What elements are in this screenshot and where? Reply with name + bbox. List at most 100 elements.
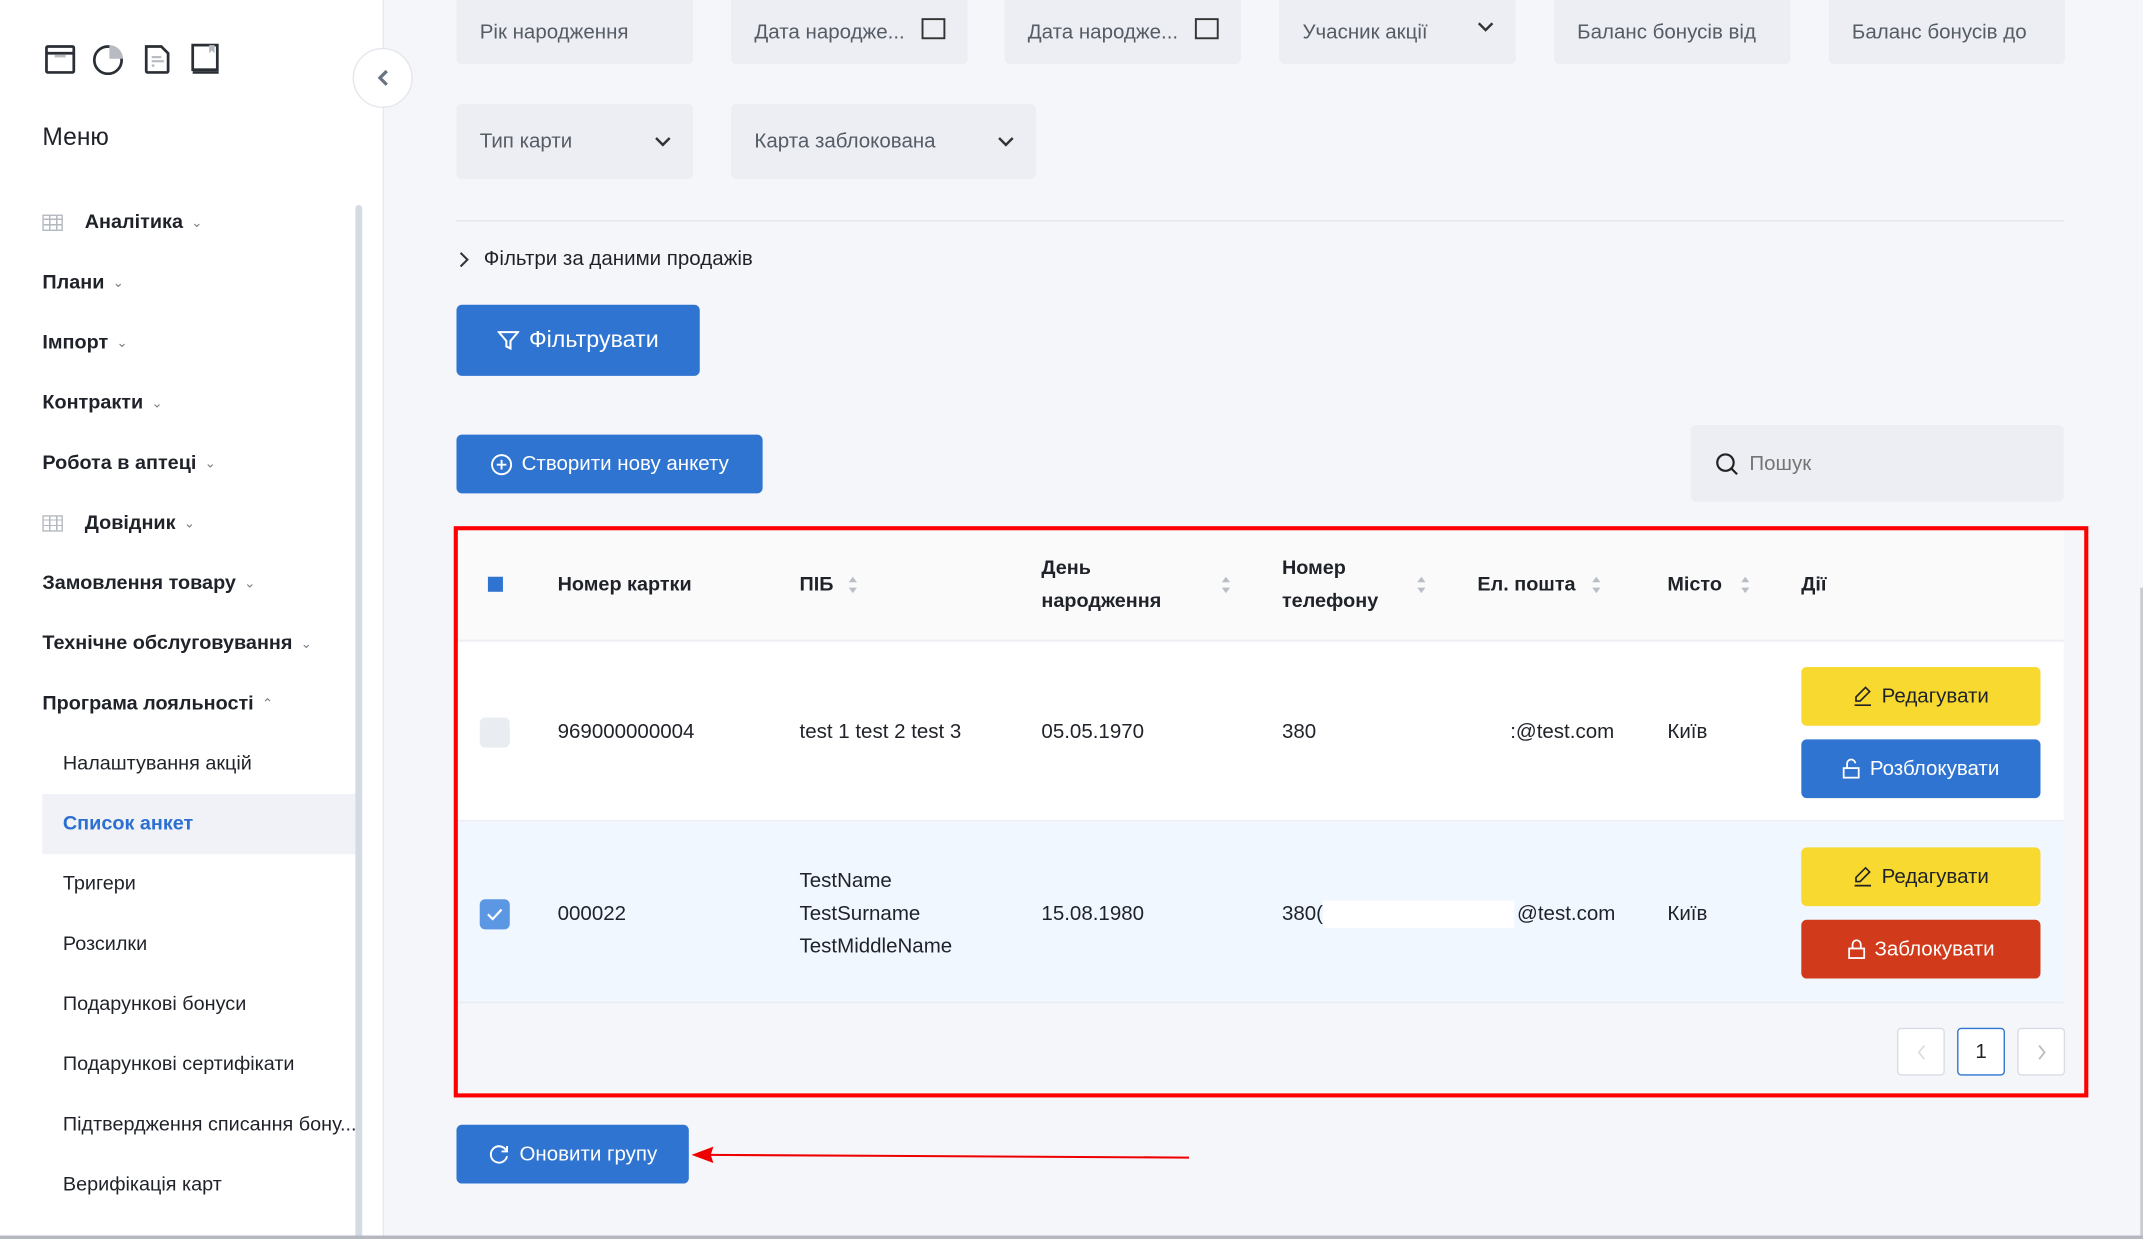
table-header bbox=[456, 528, 2064, 641]
archive-box-icon[interactable] bbox=[44, 42, 77, 75]
sort-icon[interactable] bbox=[1740, 575, 1751, 594]
pagination-page-1[interactable]: 1 bbox=[1957, 1027, 2005, 1076]
chevron-left-icon bbox=[377, 69, 388, 86]
edit-button[interactable]: Редагувати bbox=[1801, 847, 2041, 907]
document-icon[interactable] bbox=[141, 42, 174, 75]
column-header[interactable]: День bbox=[1041, 557, 1091, 580]
unlock-icon bbox=[1842, 758, 1860, 779]
row-checkbox[interactable] bbox=[479, 899, 510, 930]
edit-button[interactable]: Редагувати bbox=[1801, 666, 2041, 726]
filter-button[interactable]: Фільтрувати bbox=[456, 304, 700, 376]
filter-field-label: Дата народже... bbox=[754, 20, 905, 44]
calendar-icon bbox=[1194, 18, 1219, 40]
filter-field[interactable]: Учасник акції bbox=[1279, 0, 1516, 65]
sidebar-subitem[interactable]: Підтвердження списання бону... bbox=[62, 1113, 357, 1136]
column-header[interactable]: Дії bbox=[1801, 574, 1827, 596]
sidebar-item[interactable]: Імпорт ⌄ bbox=[42, 328, 127, 358]
table-row bbox=[456, 642, 2064, 822]
sidebar-item-label: Імпорт bbox=[42, 332, 109, 354]
select-all-checkbox-indeterminate[interactable] bbox=[487, 576, 503, 592]
filter-field[interactable]: Дата народже... bbox=[731, 0, 968, 65]
row-checkbox[interactable] bbox=[479, 717, 510, 748]
sidebar-item-label: Плани bbox=[42, 271, 105, 294]
filter-field[interactable]: Баланс бонусів до bbox=[1828, 0, 2066, 65]
sort-icon[interactable] bbox=[1220, 575, 1231, 594]
block-button[interactable]: Заблокувати bbox=[1801, 919, 2041, 979]
filter-field[interactable]: Дата народже... bbox=[1004, 0, 1241, 65]
table-row-selected bbox=[456, 822, 2064, 1004]
sidebar-subitem[interactable]: Розсилки bbox=[62, 933, 148, 956]
filter-select[interactable]: Тип карти bbox=[456, 103, 693, 180]
sales-filters-label: Фільтри за даними продажів bbox=[483, 247, 753, 271]
chevron-down-icon bbox=[1477, 22, 1494, 32]
sidebar-subitem[interactable]: Подарункові сертифікати bbox=[62, 1053, 295, 1076]
filter-field[interactable]: Баланс бонусів від bbox=[1553, 0, 1791, 65]
sidebar-item[interactable]: Замовлення товару ⌄ bbox=[42, 569, 255, 599]
chevron-down-icon: ⌄ bbox=[300, 636, 313, 652]
sidebar-item[interactable]: Контракти ⌄ bbox=[42, 388, 162, 418]
annotation-arrow bbox=[691, 1146, 1190, 1164]
create-new-form-button[interactable]: Створити нову анкету bbox=[456, 434, 763, 494]
sidebar-item[interactable]: Плани ⌄ bbox=[42, 268, 124, 298]
page-scrollbar[interactable] bbox=[2140, 587, 2143, 1236]
sidebar-subitem[interactable]: Верифікація карт bbox=[62, 1173, 222, 1196]
collapse-sidebar-button[interactable] bbox=[352, 47, 413, 108]
create-button-label: Створити нову анкету bbox=[521, 452, 729, 476]
sidebar-item[interactable]: Довідник ⌄ bbox=[85, 508, 195, 538]
calendar-icon bbox=[921, 18, 946, 40]
column-header[interactable]: ПІБ bbox=[799, 574, 834, 596]
column-header[interactable]: Номер картки bbox=[557, 574, 692, 596]
sidebar-item[interactable]: Аналітика ⌄ bbox=[85, 208, 203, 238]
chevron-left-icon bbox=[1917, 1044, 1925, 1060]
column-header[interactable]: Ел. пошта bbox=[1477, 574, 1576, 596]
sidebar-item[interactable]: Програма лояльності ⌃ bbox=[42, 689, 273, 719]
filter-field-label: Учасник акції bbox=[1302, 20, 1428, 44]
city: Київ bbox=[1667, 720, 1708, 744]
column-header[interactable]: телефону bbox=[1281, 590, 1379, 613]
chevron-down-icon: ⌄ bbox=[183, 516, 196, 532]
sidebar-subitem[interactable]: Налаштування акцій bbox=[62, 753, 252, 775]
sort-icon[interactable] bbox=[1416, 575, 1427, 594]
birth-date: 15.08.1980 bbox=[1041, 902, 1145, 926]
unblock-button[interactable]: Розблокувати bbox=[1801, 739, 2041, 799]
chevron-right-icon bbox=[2037, 1044, 2046, 1060]
card-number: 969000000004 bbox=[557, 720, 695, 744]
email: :@test.com bbox=[1510, 720, 1615, 744]
bookmark-book-icon[interactable] bbox=[189, 42, 222, 75]
sidebar-subitem[interactable]: Список анкет bbox=[62, 813, 194, 836]
sales-filters-toggle[interactable]: Фільтри за даними продажів bbox=[456, 247, 753, 271]
search-icon bbox=[1716, 452, 1738, 475]
column-header[interactable]: Номер bbox=[1281, 557, 1346, 580]
sidebar-item[interactable]: Робота в аптеці ⌄ bbox=[42, 448, 216, 478]
sidebar-item-label: Технічне обслуговування bbox=[42, 632, 293, 655]
pencil-icon bbox=[1854, 866, 1871, 887]
update-group-button[interactable]: Оновити групу bbox=[456, 1124, 689, 1184]
pagination-next-button[interactable] bbox=[2017, 1027, 2066, 1076]
column-header[interactable]: Місто bbox=[1667, 574, 1722, 596]
pagination-prev-button[interactable] bbox=[1896, 1027, 1945, 1076]
sidebar-subitem[interactable]: Тригери bbox=[62, 873, 136, 896]
sidebar-subitem[interactable]: Подарункові бонуси bbox=[62, 993, 247, 1016]
lock-icon bbox=[1847, 939, 1865, 959]
sidebar-item[interactable]: Технічне обслуговування ⌄ bbox=[42, 629, 312, 659]
full-name: TestName bbox=[799, 869, 892, 893]
sort-icon[interactable] bbox=[847, 575, 858, 594]
table-grid-icon bbox=[42, 214, 63, 231]
sidebar-item-label: Довідник bbox=[84, 512, 176, 535]
menu-title: Меню bbox=[42, 123, 109, 151]
column-header[interactable]: народження bbox=[1041, 590, 1162, 613]
chevron-down-icon: ⌄ bbox=[112, 276, 125, 292]
pie-chart-icon[interactable] bbox=[92, 42, 125, 76]
search-box[interactable] bbox=[1690, 425, 2064, 502]
filter-select[interactable]: Карта заблокована bbox=[731, 103, 1036, 180]
sidebar-item-label: Аналітика bbox=[84, 211, 183, 234]
search-input[interactable] bbox=[1749, 451, 2023, 475]
sidebar-scrollbar[interactable] bbox=[355, 205, 363, 1239]
toggle-block-label: Розблокувати bbox=[1869, 757, 2000, 781]
edit-button-label: Редагувати bbox=[1881, 684, 1989, 708]
sort-icon[interactable] bbox=[1591, 575, 1602, 594]
email: @test.com bbox=[1517, 902, 1616, 926]
sidebar-item-label: Програма лояльності bbox=[42, 692, 254, 715]
chevron-down-icon: ⌄ bbox=[191, 215, 203, 231]
filter-field[interactable]: Рік народження bbox=[456, 0, 693, 65]
